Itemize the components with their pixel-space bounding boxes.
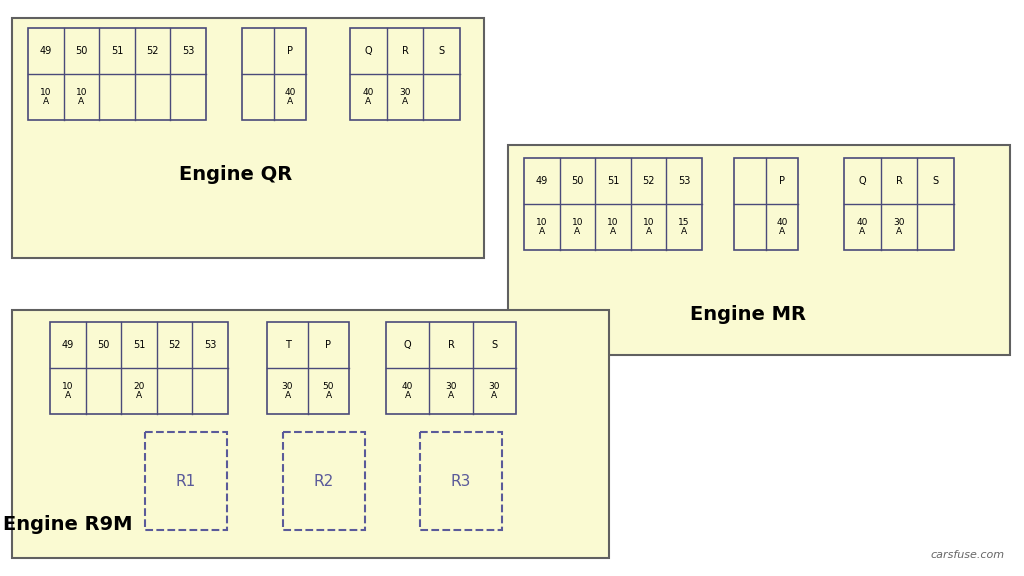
Text: 10
A: 10 A xyxy=(607,218,618,236)
Text: 15
A: 15 A xyxy=(679,218,690,236)
Text: 30
A: 30 A xyxy=(282,382,293,400)
Bar xyxy=(350,28,460,120)
Text: S: S xyxy=(492,340,498,350)
Bar xyxy=(267,322,349,414)
Text: 30
A: 30 A xyxy=(399,88,411,107)
Text: Engine QR: Engine QR xyxy=(179,165,293,184)
Text: Q: Q xyxy=(403,340,412,350)
Text: 50: 50 xyxy=(571,176,584,186)
Text: 10
A: 10 A xyxy=(40,88,51,107)
Text: 10
A: 10 A xyxy=(76,88,87,107)
Bar xyxy=(28,28,206,120)
Text: Q: Q xyxy=(365,46,372,56)
Text: R: R xyxy=(447,340,455,350)
Text: 10
A: 10 A xyxy=(571,218,583,236)
Text: Engine R9M: Engine R9M xyxy=(3,514,133,533)
Text: 53: 53 xyxy=(678,176,690,186)
Text: R1: R1 xyxy=(176,473,197,488)
Text: T: T xyxy=(285,340,291,350)
Text: 50
A: 50 A xyxy=(323,382,334,400)
Text: 10
A: 10 A xyxy=(643,218,654,236)
Text: R: R xyxy=(896,176,902,186)
Text: 10
A: 10 A xyxy=(62,382,74,400)
Text: P: P xyxy=(326,340,332,350)
Bar xyxy=(12,18,484,258)
Bar xyxy=(734,158,798,250)
Text: 30
A: 30 A xyxy=(445,382,457,400)
Text: R: R xyxy=(401,46,409,56)
Bar xyxy=(386,322,516,414)
Text: 49: 49 xyxy=(40,46,52,56)
Text: 20
A: 20 A xyxy=(133,382,144,400)
Text: 49: 49 xyxy=(61,340,74,350)
Text: 51: 51 xyxy=(133,340,145,350)
Bar xyxy=(283,432,365,530)
Text: 52: 52 xyxy=(642,176,655,186)
Text: S: S xyxy=(438,46,444,56)
Text: 50: 50 xyxy=(97,340,110,350)
Text: 49: 49 xyxy=(536,176,548,186)
Text: R2: R2 xyxy=(314,473,334,488)
Bar xyxy=(242,28,306,120)
Bar xyxy=(524,158,702,250)
Text: S: S xyxy=(933,176,939,186)
Bar xyxy=(145,432,227,530)
Bar xyxy=(844,158,954,250)
Text: 10
A: 10 A xyxy=(536,218,548,236)
Text: P: P xyxy=(779,176,785,186)
Text: 52: 52 xyxy=(168,340,181,350)
Text: 53: 53 xyxy=(182,46,195,56)
Text: 30
A: 30 A xyxy=(893,218,905,236)
Text: carsfuse.com: carsfuse.com xyxy=(931,550,1005,560)
Bar xyxy=(420,432,502,530)
Text: P: P xyxy=(287,46,293,56)
Bar xyxy=(50,322,228,414)
Text: 40
A: 40 A xyxy=(776,218,787,236)
Text: 53: 53 xyxy=(204,340,216,350)
Text: 51: 51 xyxy=(111,46,123,56)
Text: 51: 51 xyxy=(607,176,620,186)
Text: 52: 52 xyxy=(146,46,159,56)
Text: R3: R3 xyxy=(451,473,471,488)
Text: 30
A: 30 A xyxy=(488,382,500,400)
Text: Q: Q xyxy=(858,176,866,186)
Bar xyxy=(508,145,1010,355)
Text: 50: 50 xyxy=(75,46,88,56)
Text: 40
A: 40 A xyxy=(857,218,868,236)
Bar xyxy=(12,310,609,558)
Text: 40
A: 40 A xyxy=(285,88,296,107)
Text: 40
A: 40 A xyxy=(402,382,414,400)
Text: 40
A: 40 A xyxy=(362,88,374,107)
Text: Engine MR: Engine MR xyxy=(690,305,806,324)
